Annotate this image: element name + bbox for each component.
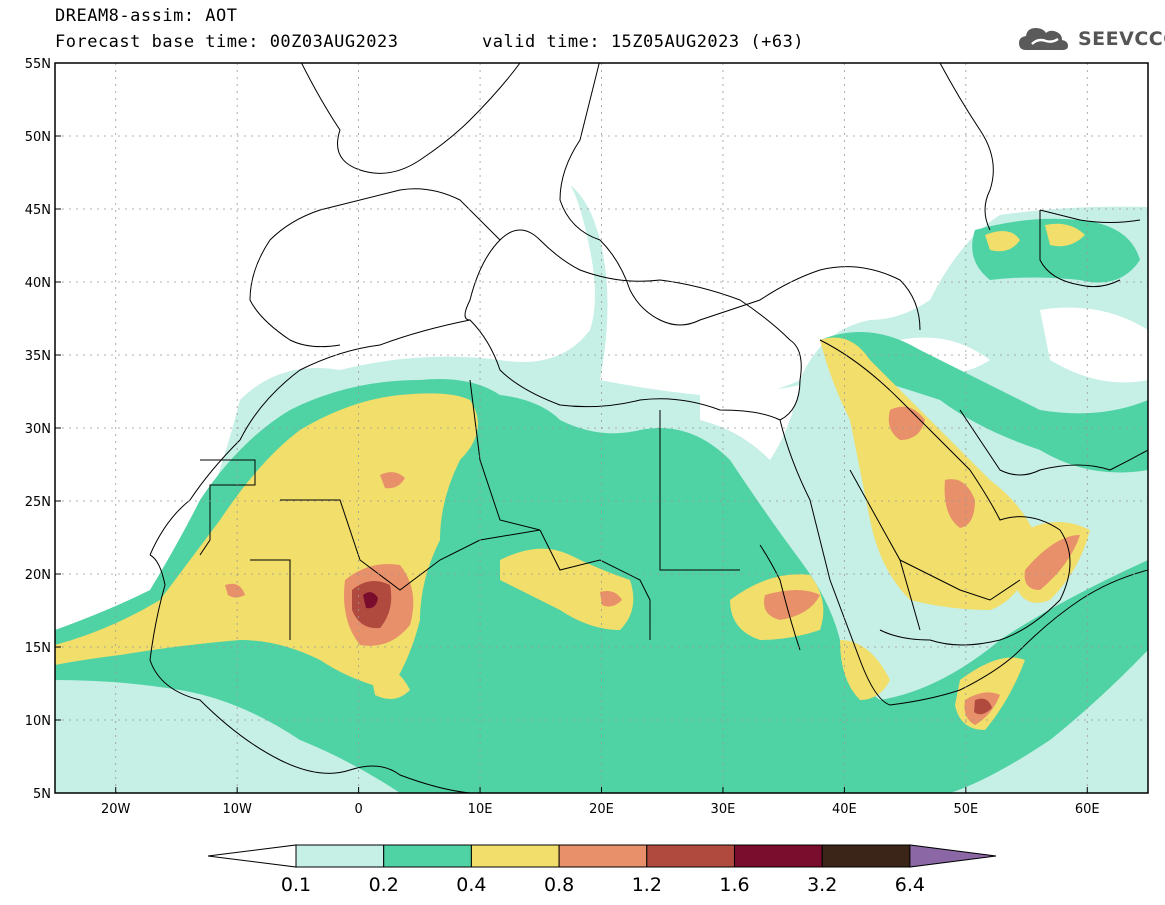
coastlines (149, 63, 1148, 793)
lon-tick-label: 50E (953, 802, 978, 817)
colorbar-box (558, 844, 648, 868)
colorbar-box (821, 844, 911, 868)
aot-field (55, 185, 1148, 793)
gridlines (55, 63, 1148, 793)
lat-tick-label: 55N (25, 57, 51, 72)
colorbar-label: 1.6 (719, 874, 749, 896)
logo-text: SEEVCCC (1078, 28, 1165, 50)
lat-tick-label: 45N (25, 203, 51, 218)
lon-tick-label: 60E (1075, 802, 1100, 817)
lat-tick-label: 25N (25, 495, 51, 510)
aot-level-1.6 (363, 592, 378, 609)
map-title: DREAM8-assim: AOT (55, 6, 238, 26)
lon-tick-label: 10W (222, 802, 252, 817)
colorbar-label: 0.4 (456, 874, 486, 896)
lon-tick-label: 30E (711, 802, 736, 817)
colorbar-low-arrow (207, 844, 297, 868)
colorbar-label: 0.2 (369, 874, 399, 896)
lon-tick-label: 0 (354, 802, 362, 817)
longitude-axis: 20W 10W 0 10E 20E 30E 40E 50E 60E (101, 787, 1100, 817)
aot-colorbar: 0.1 0.2 0.4 0.8 1.2 1.6 3.2 6.4 (207, 844, 997, 896)
lat-tick-label: 30N (25, 422, 51, 437)
lat-tick-label: 10N (25, 714, 51, 729)
valid-time-label: valid time: 15Z05AUG2023 (+63) (482, 32, 805, 52)
base-time-label: Forecast base time: 00Z03AUG2023 (55, 32, 399, 52)
lat-tick-label: 40N (25, 276, 51, 291)
colorbar-box (383, 844, 472, 868)
colorbar-box (734, 844, 823, 868)
colorbar-label: 0.8 (544, 874, 574, 896)
lat-tick-label: 5N (33, 787, 51, 802)
colorbar-label: 6.4 (895, 874, 925, 896)
latitude-axis: 55N 50N 45N 40N 35N 30N 25N 20N 15N 10N 5N (25, 57, 61, 802)
lon-tick-label: 20E (589, 802, 614, 817)
lat-tick-label: 50N (25, 130, 51, 145)
lat-tick-label: 20N (25, 568, 51, 583)
lon-tick-label: 10E (468, 802, 493, 817)
lat-tick-label: 15N (25, 641, 51, 656)
colorbar-box (295, 844, 385, 868)
seevccc-logo: SEEVCCC (1018, 24, 1165, 54)
colorbar-label: 3.2 (807, 874, 837, 896)
lon-tick-label: 20W (101, 802, 131, 817)
colorbar-label: 0.1 (281, 874, 311, 896)
colorbar-box (646, 844, 735, 868)
lat-tick-label: 35N (25, 349, 51, 364)
lon-tick-label: 40E (832, 802, 857, 817)
colorbar-high-arrow (909, 844, 997, 868)
cloud-icon (1019, 28, 1068, 50)
colorbar-box (470, 844, 560, 868)
colorbar-label: 1.2 (632, 874, 662, 896)
